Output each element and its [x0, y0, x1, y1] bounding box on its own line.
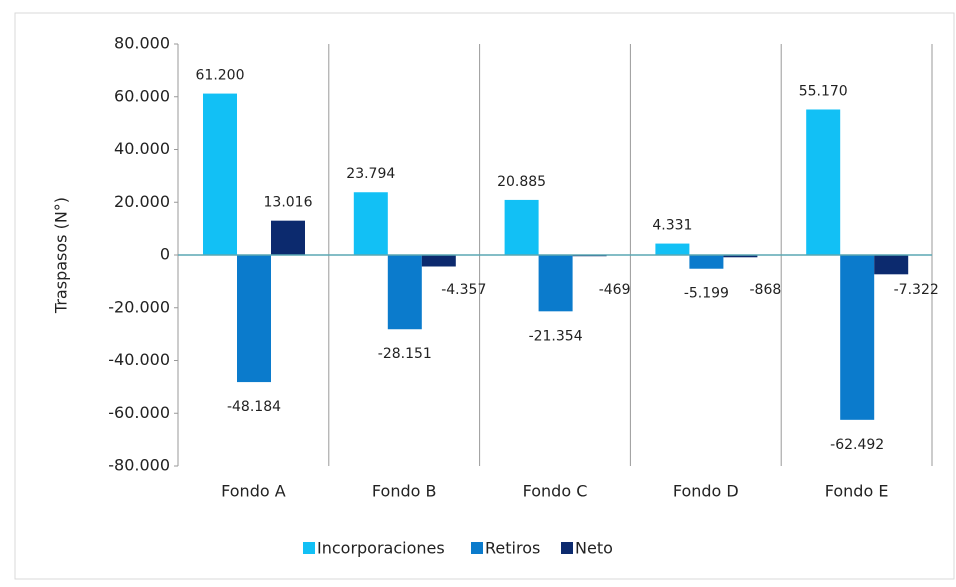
bar	[538, 255, 573, 312]
chart-frame	[14, 12, 955, 580]
legend-swatch	[561, 542, 573, 554]
data-label: 55.170	[799, 83, 848, 99]
bar	[353, 192, 388, 255]
data-label: -868	[750, 282, 782, 298]
bar	[723, 255, 758, 258]
y-tick-label: 80.000	[114, 34, 170, 53]
data-label: -4.357	[441, 282, 486, 298]
bar	[203, 93, 237, 256]
data-label: -7.322	[894, 282, 939, 298]
y-tick-label: -40.000	[108, 350, 170, 369]
y-tick-label: 0	[160, 245, 170, 264]
bar	[840, 255, 875, 420]
y-axis-title: Traspasos (N°)	[52, 197, 71, 314]
data-label: 13.016	[264, 195, 313, 211]
data-label: -469	[599, 282, 631, 298]
legend-label: Incorporaciones	[317, 539, 445, 558]
legend-swatch	[303, 542, 315, 554]
data-label: -28.151	[378, 346, 432, 362]
bar	[689, 255, 724, 269]
y-tick-label: 20.000	[114, 192, 170, 211]
data-label: -21.354	[529, 328, 583, 344]
bar	[806, 109, 841, 255]
data-label: -5.199	[684, 286, 729, 302]
bar	[237, 255, 271, 383]
x-tick-label: Fondo E	[825, 482, 889, 501]
legend-swatch	[471, 542, 483, 554]
data-label: -62.492	[830, 437, 884, 453]
y-tick-label: 60.000	[114, 86, 170, 105]
bar	[271, 220, 305, 255]
data-label: 20.885	[497, 174, 546, 190]
bar	[655, 243, 690, 255]
x-tick-label: Fondo B	[372, 482, 437, 501]
data-label: 61.200	[196, 68, 245, 84]
bar	[874, 255, 909, 275]
legend-label: Neto	[575, 539, 613, 558]
y-tick-label: -80.000	[108, 456, 170, 475]
legend-label: Retiros	[485, 539, 540, 558]
bar	[421, 255, 456, 267]
data-label: 23.794	[346, 166, 395, 182]
bar	[387, 255, 422, 330]
y-tick-label: 40.000	[114, 139, 170, 158]
y-tick-label: -60.000	[108, 403, 170, 422]
x-tick-label: Fondo A	[221, 482, 286, 501]
y-tick-label: -20.000	[108, 297, 170, 316]
data-label: 4.331	[652, 218, 692, 234]
x-tick-label: Fondo D	[673, 482, 739, 501]
x-tick-label: Fondo C	[523, 482, 588, 501]
bar	[504, 199, 539, 255]
data-label: -48.184	[227, 399, 281, 415]
